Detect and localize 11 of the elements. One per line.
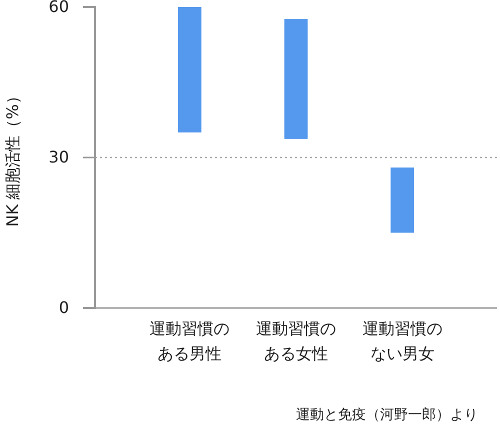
y-tick-label: 0 xyxy=(58,298,69,318)
y-axis-title: NK 細胞活性（%） xyxy=(3,88,22,227)
bar xyxy=(178,7,202,132)
x-tick-label: 運動習慣のない男女 xyxy=(362,319,442,363)
text: 運動と免疫（河野一郎）より xyxy=(296,407,478,423)
bar xyxy=(390,168,414,233)
x-tick-label: 運動習慣のある男性 xyxy=(150,319,230,363)
x-tick-label: 運動習慣のある女性 xyxy=(256,319,336,363)
bar xyxy=(284,19,308,139)
y-tick-label: 60 xyxy=(48,0,69,16)
y-tick-label: 30 xyxy=(48,148,69,167)
